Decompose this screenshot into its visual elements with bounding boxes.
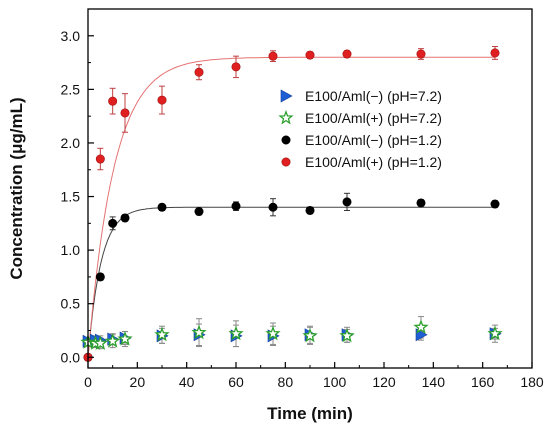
data-point-s2 <box>487 325 503 341</box>
fit-curves <box>87 56 495 358</box>
x-axis-title: Time (min) <box>267 404 353 423</box>
data-point-s3 <box>305 205 315 215</box>
y-axis-title: Concentration (μg/mL) <box>7 97 26 279</box>
fit-curve-3 <box>87 206 495 358</box>
x-tick-label: 80 <box>278 374 294 390</box>
data-point-s4 <box>490 48 500 58</box>
data-point-s2 <box>105 333 121 348</box>
data-point-s2 <box>154 326 170 342</box>
legend-marker-1 <box>280 89 293 103</box>
data-points <box>80 48 503 362</box>
data-point-s4 <box>95 154 105 164</box>
data-point-s3 <box>157 202 167 212</box>
y-tick-label: 1.5 <box>61 189 81 205</box>
data-point-s2 <box>339 327 355 343</box>
y-tick-label: 2.0 <box>61 135 81 151</box>
x-tick-label: 20 <box>130 374 146 390</box>
plot-frame <box>87 8 533 369</box>
x-tick-label: 180 <box>520 374 544 390</box>
legend-marker-3 <box>281 135 291 145</box>
data-point-s4 <box>305 50 315 60</box>
y-tick-label: 3.0 <box>61 28 81 44</box>
data-point-s4 <box>108 96 118 106</box>
y-tick-label: 0.5 <box>61 296 81 312</box>
y-tick-label: 0.0 <box>61 349 81 365</box>
data-point-s4 <box>342 49 352 59</box>
x-axis-ticks: 0 20 40 60 80 100 120 140 160 180 <box>84 362 544 390</box>
data-point-s3 <box>231 201 241 211</box>
y-tick-label: 1.0 <box>61 242 81 258</box>
legend-markers <box>278 89 294 167</box>
x-tick-label: 160 <box>471 374 495 390</box>
data-point-s2 <box>228 325 244 341</box>
data-point-s2 <box>302 327 318 343</box>
y-tick-label: 2.5 <box>61 81 81 97</box>
data-point-s4 <box>416 49 426 59</box>
data-point-s3 <box>194 207 204 217</box>
data-point-s3 <box>108 218 118 228</box>
x-tick-label: 140 <box>422 374 446 390</box>
data-point-s4 <box>194 67 204 77</box>
data-point-s3 <box>342 197 352 207</box>
data-point-s3 <box>490 199 500 209</box>
legend-label-4: E100/Aml(+) (pH=1.2) <box>305 154 442 170</box>
data-point-s3 <box>268 202 278 212</box>
data-point-s2 <box>191 324 207 340</box>
x-tick-label: 100 <box>323 374 347 390</box>
x-tick-label: 120 <box>372 374 396 390</box>
legend-label-3: E100/Aml(−) (pH=1.2) <box>305 132 442 148</box>
data-point-s4 <box>120 108 130 118</box>
x-tick-label: 60 <box>228 374 244 390</box>
data-point-s2 <box>92 335 108 350</box>
legend-label-1: E100/Aml(−) (pH=7.2) <box>305 88 442 104</box>
data-point-s4 <box>157 95 167 105</box>
x-tick-label: 40 <box>179 374 195 390</box>
fit-curve-4 <box>87 56 495 358</box>
data-point-s2 <box>265 325 281 341</box>
data-point-s2 <box>413 319 429 334</box>
data-point-s3 <box>416 198 426 208</box>
data-point-s3 <box>120 213 130 223</box>
y-axis-ticks: 0.0 0.5 1.0 1.5 2.0 2.5 3.0 <box>61 8 94 365</box>
data-point-s4 <box>268 51 278 61</box>
x-tick-label: 0 <box>84 374 92 390</box>
data-point-s2 <box>117 331 133 346</box>
legend-marker-2 <box>278 109 294 125</box>
legend: E100/Aml(−) (pH=7.2) E100/Aml(+) (pH=7.2… <box>278 88 442 170</box>
data-point-s3 <box>95 272 105 282</box>
legend-label-2: E100/Aml(+) (pH=7.2) <box>305 110 442 126</box>
legend-marker-4 <box>281 157 291 167</box>
data-point-s4 <box>231 62 241 72</box>
